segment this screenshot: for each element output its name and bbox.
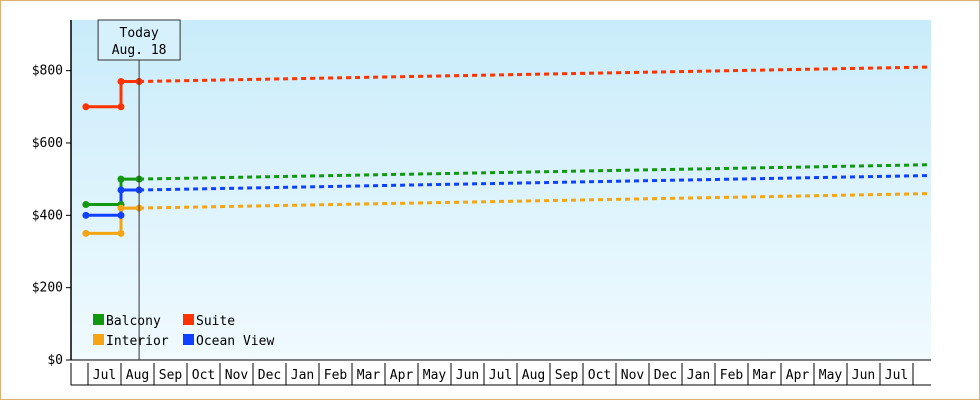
x-tick-label: Feb (720, 368, 744, 383)
x-tick-label: Nov (225, 368, 249, 383)
data-point (117, 204, 125, 212)
today-date: Aug. 18 (112, 43, 167, 58)
x-tick-label: Mar (753, 368, 777, 383)
x-tick-label: Apr (786, 368, 810, 383)
forecast-line-interior (139, 192, 932, 210)
data-point (117, 103, 125, 111)
x-tick-label: Jul (489, 368, 512, 383)
legend-label: Balcony (106, 314, 161, 329)
plot-background (71, 20, 931, 360)
x-tick-label: Dec (258, 368, 281, 383)
data-point (117, 175, 125, 183)
legend-label: Ocean View (196, 334, 274, 349)
y-tick-label: $0 (47, 353, 63, 368)
data-point (117, 229, 125, 237)
y-tick-label: $200 (32, 281, 63, 296)
x-tick-label: Nov (621, 368, 645, 383)
x-tick-label: Jun (456, 368, 479, 383)
legend-swatch (183, 334, 194, 345)
legend-label: Suite (196, 314, 235, 329)
x-tick-label: May (423, 368, 447, 383)
series-line-suite (85, 80, 140, 109)
x-tick-label: Feb (324, 368, 348, 383)
x-tick-label: Sep (159, 368, 183, 383)
x-tick-label: Apr (390, 368, 414, 383)
x-tick-label: Aug (522, 368, 545, 383)
data-point (82, 211, 90, 219)
x-tick-label: Jul (885, 368, 908, 383)
x-tick-label: Sep (555, 368, 579, 383)
x-tick-label: Mar (357, 368, 381, 383)
data-point (82, 103, 90, 111)
y-tick-label: $400 (32, 208, 63, 223)
legend-label: Interior (106, 334, 169, 349)
forecast-line-suite (139, 65, 932, 83)
x-tick-label: Oct (588, 368, 611, 383)
today-box (97, 19, 181, 61)
data-point (82, 200, 90, 208)
x-tick-label: May (819, 368, 843, 383)
data-point (117, 77, 125, 85)
x-tick-label: Aug (126, 368, 149, 383)
series-line-interior (85, 206, 140, 235)
forecast-line-ocean-view (139, 174, 932, 192)
legend-swatch (183, 314, 194, 325)
x-tick-label: Oct (192, 368, 215, 383)
x-tick-label: Dec (654, 368, 677, 383)
y-tick-label: $800 (32, 64, 63, 79)
data-point (117, 186, 125, 194)
data-point (117, 211, 125, 219)
x-tick-label: Jan (687, 368, 710, 383)
legend-swatch (93, 334, 104, 345)
y-tick-label: $600 (32, 136, 63, 151)
forecast-line-balcony (139, 163, 932, 181)
x-tick-label: Jan (291, 368, 314, 383)
x-tick-label: Jul (93, 368, 116, 383)
x-tick-label: Jun (852, 368, 875, 383)
data-point (82, 229, 90, 237)
today-label: Today (120, 26, 159, 41)
legend-swatch (93, 314, 104, 325)
